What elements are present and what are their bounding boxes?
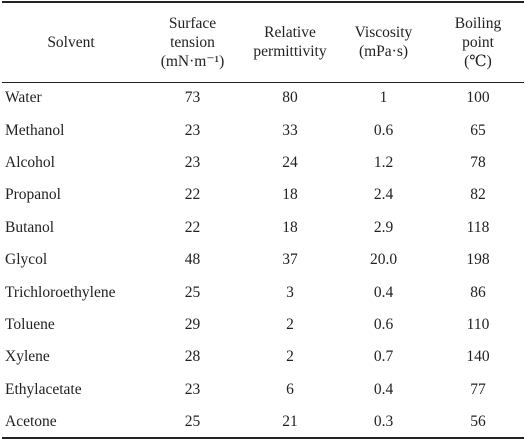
header-row: Solvent Surface tension (mN·m⁻¹) Relative per… <box>2 2 524 83</box>
header-cell: Boiling point (℃) <box>432 2 524 83</box>
cell-value: 21 <box>282 412 298 430</box>
cell-value: 77 <box>470 380 486 398</box>
table-row: Butanol 22 18 2.9 118 <box>2 212 524 244</box>
cell-value: 110 <box>466 315 490 333</box>
header-text: tension <box>170 33 215 51</box>
solvent-name: Water <box>5 89 42 107</box>
table-row: Trichloroethylene 25 3 0.4 86 <box>2 276 524 308</box>
table-row: Glycol 48 37 20.0 198 <box>2 244 524 276</box>
cell-value: 18 <box>282 218 298 236</box>
cell-value: 2.4 <box>373 186 394 204</box>
cell-value: 56 <box>470 412 486 430</box>
cell-value: 37 <box>282 251 298 269</box>
solvent-name: Acetone <box>5 412 57 430</box>
cell-value: 86 <box>470 283 486 301</box>
header-text: Boiling <box>454 14 502 32</box>
header-text: (℃) <box>464 52 492 70</box>
cell-value: 33 <box>282 121 298 139</box>
header-text: Relative <box>264 24 316 42</box>
cell-value: 2 <box>286 315 294 333</box>
header-cell: Viscosity (mPa·s) <box>335 2 432 83</box>
cell-value: 23 <box>184 121 201 139</box>
solvent-table: Solvent Surface tension (mN·m⁻¹) Relative per… <box>2 1 524 440</box>
cell-value: 0.6 <box>373 121 394 139</box>
cell-value: 22 <box>184 218 201 236</box>
table-row: Water 73 80 1 100 <box>2 82 524 114</box>
cell-value: 3 <box>286 283 294 301</box>
cell-value: 2.9 <box>373 218 394 236</box>
table-row: Toluene 29 2 0.6 110 <box>2 309 524 341</box>
header-text: permittivity <box>253 43 327 61</box>
cell-value: 80 <box>282 89 298 107</box>
solvent-name: Ethylacetate <box>5 380 82 398</box>
header-text: Solvent <box>47 33 95 51</box>
solvent-name: Alcohol <box>5 153 55 171</box>
cell-value: 82 <box>470 186 486 204</box>
cell-value: 1.2 <box>373 153 394 171</box>
cell-value: 0.4 <box>373 283 394 301</box>
cell-value: 29 <box>184 315 201 333</box>
solvent-name: Butanol <box>5 218 55 236</box>
cell-value: 28 <box>184 348 201 366</box>
header-text: Surface <box>168 14 217 32</box>
solvent-name: Glycol <box>5 251 48 269</box>
cell-value: 118 <box>466 218 490 236</box>
table-row: Ethylacetate 23 6 0.4 77 <box>2 374 524 406</box>
cell-value: 65 <box>470 121 486 139</box>
cell-value: 2 <box>286 348 294 366</box>
header-cell: Solvent <box>2 2 140 83</box>
table-row: Alcohol 23 24 1.2 78 <box>2 147 524 179</box>
cell-value: 22 <box>184 186 201 204</box>
cell-value: 0.4 <box>373 380 394 398</box>
cell-value: 140 <box>466 348 490 366</box>
cell-value: 198 <box>466 251 490 269</box>
cell-value: 25 <box>184 412 201 430</box>
cell-value: 23 <box>184 380 201 398</box>
table-row: Propanol 22 18 2.4 82 <box>2 179 524 211</box>
solvent-name: Trichloroethylene <box>5 283 116 301</box>
solvent-name: Toluene <box>5 315 55 333</box>
solvent-name: Methanol <box>5 121 65 139</box>
cell-value: 18 <box>282 186 298 204</box>
cell-value: 100 <box>466 89 490 107</box>
cell-value: 48 <box>184 251 201 269</box>
solvent-name: Xylene <box>5 348 50 366</box>
header-text: (mPa·s) <box>358 43 409 61</box>
cell-value: 0.7 <box>373 348 394 366</box>
cell-value: 0.3 <box>373 412 394 430</box>
table-row: Xylene 28 2 0.7 140 <box>2 341 524 373</box>
table-body: Water 73 80 1 100 Methanol 23 33 0.6 65 Alcohol 23 2… <box>2 82 524 438</box>
table-row: Methanol 23 33 0.6 65 <box>2 114 524 146</box>
cell-value: 6 <box>286 380 294 398</box>
table-row: Acetone 25 21 0.3 56 <box>2 406 524 438</box>
cell-value: 1 <box>379 89 388 107</box>
header-cell: Relative permittivity <box>245 2 335 83</box>
cell-value: 24 <box>282 153 298 171</box>
header-text: (mN·m⁻¹) <box>160 52 225 70</box>
cell-value: 23 <box>184 153 201 171</box>
table-header: Solvent Surface tension (mN·m⁻¹) Relative per… <box>2 2 524 83</box>
cell-value: 73 <box>184 89 201 107</box>
header-cell: Surface tension (mN·m⁻¹) <box>140 2 245 83</box>
header-text: Viscosity <box>354 24 413 42</box>
cell-value: 20.0 <box>369 251 398 269</box>
header-text: point <box>462 33 494 51</box>
cell-value: 78 <box>470 153 486 171</box>
cell-value: 25 <box>184 283 201 301</box>
cell-value: 0.6 <box>373 315 394 333</box>
solvent-name: Propanol <box>5 186 61 204</box>
